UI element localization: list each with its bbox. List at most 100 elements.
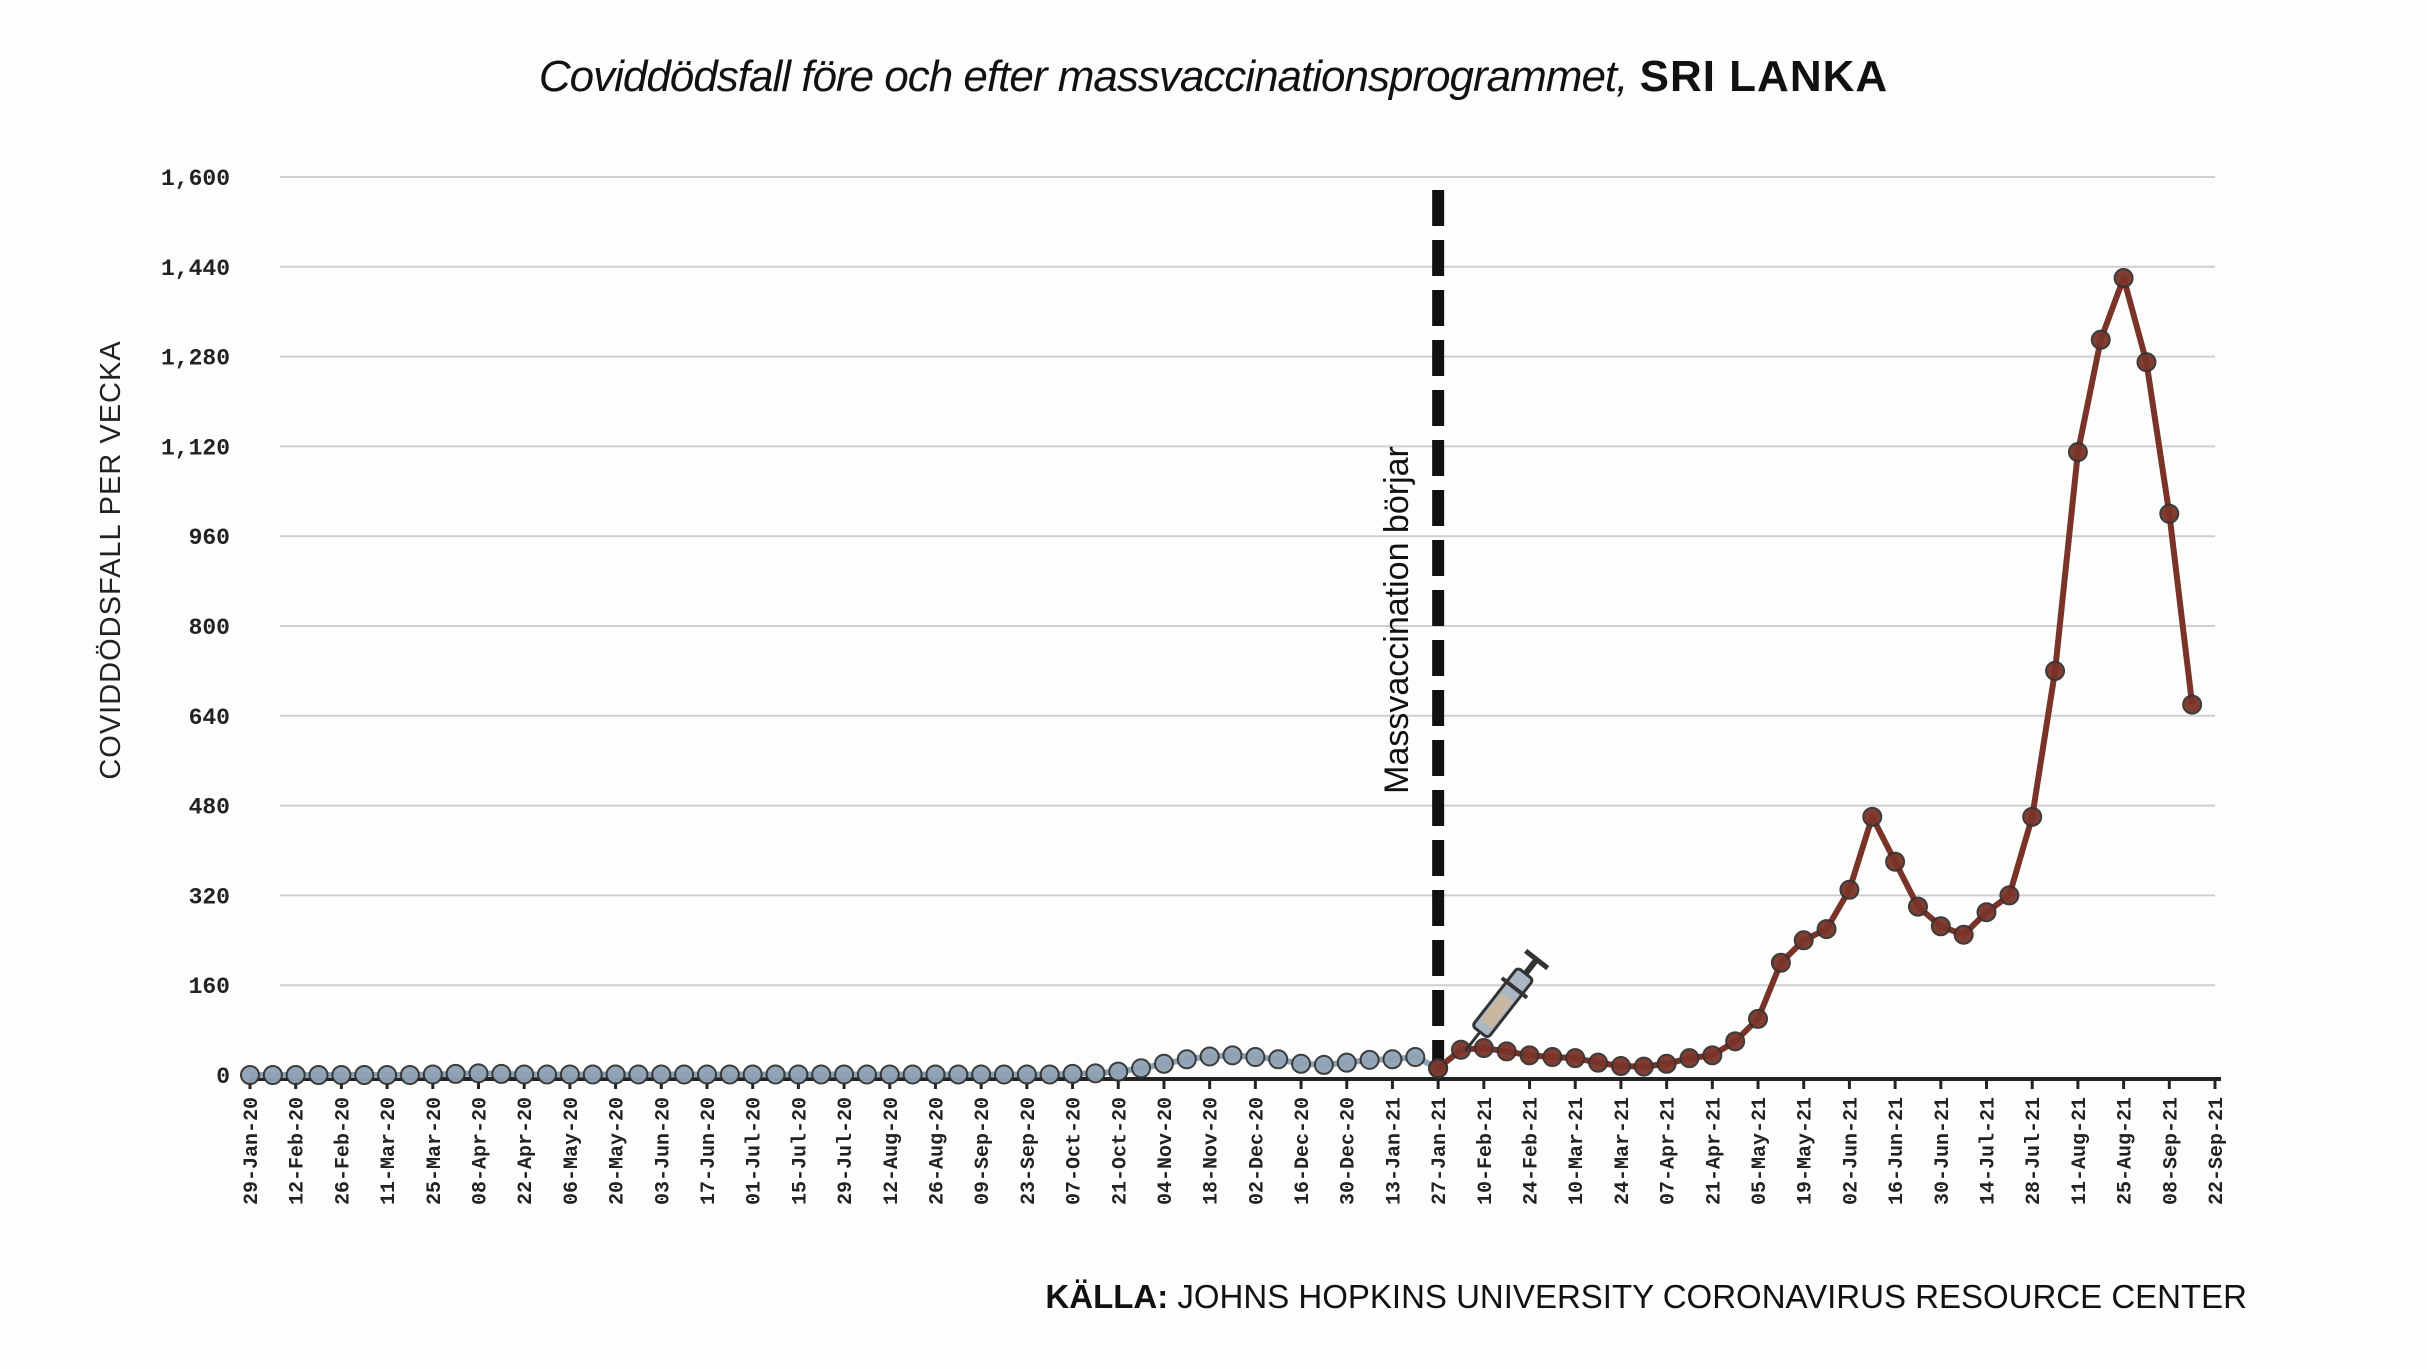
data-point-after: [1450, 1039, 1471, 1060]
data-point-before: [354, 1065, 375, 1085]
y-tick-label: 0: [216, 1064, 230, 1090]
data-point-before: [559, 1064, 580, 1085]
x-tick-label: 24-Feb-21: [1521, 1097, 1544, 1205]
y-tick-label: 1,120: [161, 435, 230, 461]
data-point-before: [1405, 1047, 1426, 1068]
data-point-before: [765, 1064, 786, 1085]
data-point-before: [856, 1064, 877, 1085]
x-tick-label: 02-Dec-20: [1246, 1097, 1269, 1205]
data-point-before: [834, 1064, 855, 1085]
data-point-before: [811, 1064, 832, 1085]
x-tick-label: 13-Jan-21: [1383, 1097, 1406, 1205]
data-series: [240, 268, 2203, 1085]
data-point-before: [1222, 1045, 1243, 1066]
data-point-after: [1976, 902, 1997, 923]
vaccination-annotation: Massvaccination börjar: [1378, 446, 1416, 794]
data-point-after: [1588, 1052, 1609, 1073]
data-point-before: [262, 1065, 283, 1085]
x-tick-label: 27-Jan-21: [1429, 1097, 1452, 1205]
data-point-after: [2136, 352, 2157, 373]
gridlines: [250, 176, 2221, 1081]
data-point-after: [1565, 1048, 1586, 1069]
y-tick-label: 160: [189, 974, 230, 1000]
data-point-after: [1473, 1038, 1494, 1059]
data-point-before: [1108, 1061, 1129, 1082]
x-tick-label: 29-Jan-20: [241, 1097, 264, 1205]
data-point-before: [879, 1064, 900, 1085]
chart-title-main: Coviddödsfall före och efter massvaccina…: [538, 52, 1629, 101]
data-point-before: [948, 1064, 969, 1085]
x-tick-label: 22-Apr-20: [515, 1097, 538, 1205]
data-point-before: [994, 1064, 1015, 1085]
data-point-before: [788, 1064, 809, 1085]
data-point-after: [1930, 916, 1951, 937]
chart-title-country: SRI LANKA: [1639, 52, 1889, 101]
y-tick-label: 320: [189, 884, 230, 910]
x-tick-label: 25-Mar-20: [424, 1097, 447, 1205]
x-tick-label: 25-Aug-21: [2115, 1097, 2138, 1205]
x-tick-label: 07-Apr-21: [1658, 1097, 1681, 1205]
data-point-after: [1496, 1041, 1517, 1062]
x-tick-label: 10-Feb-21: [1475, 1097, 1498, 1205]
data-point-before: [971, 1064, 992, 1085]
x-tick-label: 10-Mar-21: [1566, 1097, 1589, 1205]
y-tick-label: 640: [189, 705, 230, 731]
data-point-before: [1131, 1058, 1152, 1079]
data-point-before: [1245, 1047, 1266, 1068]
y-axis-ticks: 0 160 320 480 640 800 960 1,120 1,280 1,440 1,600: [161, 166, 230, 1090]
data-point-before: [445, 1063, 466, 1084]
data-point-before: [1153, 1053, 1174, 1074]
x-tick-label: 11-Mar-20: [378, 1097, 401, 1205]
y-tick-label: 1,280: [161, 346, 230, 372]
data-point-after: [1953, 924, 1974, 945]
data-point-after: [2113, 268, 2134, 289]
x-tick-label: 16-Jun-21: [1886, 1097, 1909, 1205]
data-point-after: [1725, 1031, 1746, 1052]
data-point-before: [628, 1064, 649, 1085]
data-point-after: [2159, 503, 2180, 524]
syringe-icon: [1464, 948, 1550, 1052]
data-point-before: [468, 1063, 489, 1084]
data-point-before: [925, 1064, 946, 1085]
y-tick-label: 1,440: [161, 256, 230, 282]
x-tick-label: 20-May-20: [607, 1097, 630, 1205]
x-tick-label: 09-Sep-20: [972, 1097, 995, 1205]
data-point-before: [1039, 1064, 1060, 1085]
data-point-after: [2090, 329, 2111, 350]
data-point-after: [1839, 879, 1860, 900]
data-point-after: [1656, 1053, 1677, 1074]
x-tick-label: 05-May-21: [1749, 1097, 1772, 1205]
data-point-before: [537, 1064, 558, 1085]
x-tick-label: 17-Jun-20: [698, 1097, 721, 1205]
data-point-before: [1291, 1053, 1312, 1074]
x-tick-label: 16-Dec-20: [1292, 1097, 1315, 1205]
data-point-after: [1428, 1058, 1449, 1079]
series-before: [240, 1045, 1449, 1085]
vaccination-marker: Massvaccination börjar: [1378, 190, 1445, 1075]
x-tick-label: 21-Oct-20: [1109, 1097, 1132, 1205]
data-point-after: [2022, 806, 2043, 827]
x-tick-label: 07-Oct-20: [1064, 1097, 1087, 1205]
x-tick-label: 26-Aug-20: [926, 1097, 949, 1205]
data-point-after: [1793, 930, 1814, 951]
source-text: JOHNS HOPKINS UNIVERSITY CORONAVIRUS RES…: [1177, 1278, 2247, 1315]
data-point-before: [1016, 1064, 1037, 1085]
data-point-before: [582, 1064, 603, 1085]
data-point-after: [1633, 1056, 1654, 1077]
data-point-before: [422, 1064, 443, 1085]
data-point-before: [651, 1064, 672, 1085]
x-tick-label: 26-Feb-20: [332, 1097, 355, 1205]
data-point-after: [1542, 1047, 1563, 1068]
y-tick-label: 960: [189, 525, 230, 551]
data-point-before: [377, 1065, 398, 1085]
data-point-after: [1519, 1045, 1540, 1066]
x-tick-label: 04-Nov-20: [1155, 1097, 1178, 1205]
data-point-before: [1382, 1049, 1403, 1070]
x-tick-label: 14-Jul-21: [1978, 1097, 2001, 1205]
data-point-after: [2067, 442, 2088, 463]
y-tick-label: 800: [189, 615, 230, 641]
data-point-after: [1770, 952, 1791, 973]
data-point-before: [285, 1065, 306, 1085]
x-tick-label: 08-Apr-20: [469, 1097, 492, 1205]
x-axis-ticks: 29-Jan-20 12-Feb-20 26-Feb-20 11-Mar-20 25-M…: [241, 1079, 2229, 1205]
